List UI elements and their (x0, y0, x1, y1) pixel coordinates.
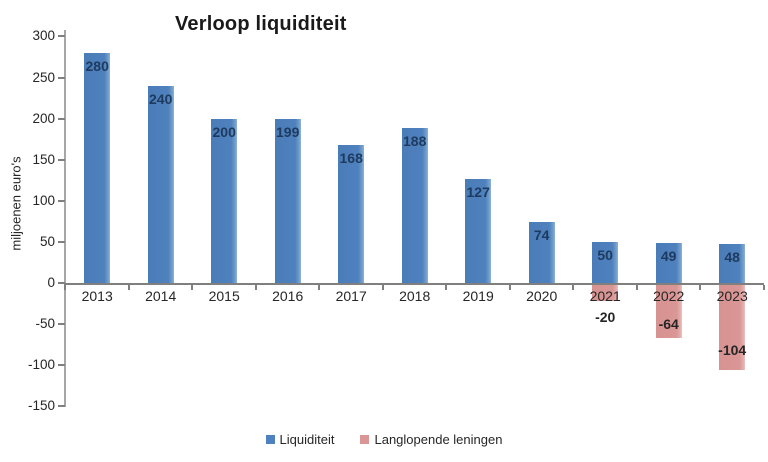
bar-liquiditeit-2023 (719, 243, 746, 283)
bar-value-label: 168 (339, 149, 363, 166)
y-axis-tick (58, 158, 65, 161)
bar-value-label: 200 (212, 123, 236, 140)
chart-title: Verloop liquiditeit (175, 13, 347, 35)
x-axis-tick (445, 285, 448, 290)
bar-value-label: 49 (660, 247, 677, 264)
y-axis-line (64, 30, 66, 407)
x-axis-category-label: 2018 (399, 288, 431, 304)
legend-label-liquiditeit: Liquiditeit (279, 431, 335, 447)
chart-legend: Liquiditeit Langlopende leningen (0, 430, 768, 448)
y-axis-tick-label: 300 (32, 28, 55, 44)
x-axis-tick (64, 285, 67, 290)
y-axis-tick-label: 200 (32, 110, 55, 126)
legend-item-liquiditeit: Liquiditeit (265, 431, 335, 447)
x-axis-category-label: 2020 (526, 288, 558, 304)
x-axis-category-label: 2023 (716, 288, 748, 304)
legend-swatch-liquiditeit-icon (265, 434, 275, 444)
x-axis-tick (635, 285, 638, 290)
y-axis-tick-label: 150 (32, 151, 55, 167)
x-axis-category-label: 2016 (272, 288, 304, 304)
bar-value-label: 127 (466, 183, 490, 200)
y-axis-tick (58, 323, 65, 326)
bar-value-label: 48 (724, 248, 740, 265)
x-axis-line (64, 283, 764, 285)
y-axis-tick (58, 405, 65, 408)
bar-liquiditeit-2016 (274, 119, 301, 283)
y-axis-tick-label: -150 (27, 398, 55, 414)
bar-langlopende-leningen-2023 (719, 285, 746, 371)
bar-value-label: -104 (718, 342, 747, 359)
bar-value-label: 240 (149, 90, 173, 107)
legend-item-langlopende-leningen: Langlopende leningen (360, 432, 502, 447)
y-axis-tick-label: 50 (39, 233, 55, 249)
bar-liquiditeit-2014 (147, 85, 174, 283)
y-axis-tick-label: -100 (27, 357, 55, 373)
bar-value-label: -64 (658, 316, 679, 333)
x-axis-category-label: 2013 (81, 288, 113, 304)
x-axis-category-label: 2014 (145, 288, 177, 304)
x-axis-tick (381, 285, 384, 290)
bar-value-label: 188 (403, 133, 427, 150)
bar-liquiditeit-2019 (465, 178, 492, 283)
bar-value-label: -20 (595, 309, 616, 326)
bar-value-label: 50 (597, 246, 613, 263)
legend-swatch-langlopende-leningen-icon (360, 434, 370, 444)
x-axis-category-label: 2019 (462, 288, 494, 304)
x-axis-category-label: 2017 (335, 288, 367, 304)
y-axis-tick-label: 250 (32, 69, 55, 85)
x-axis-tick (191, 285, 194, 290)
y-axis-tick (58, 364, 65, 367)
bar-liquiditeit-2015 (211, 118, 238, 283)
y-axis-tick (58, 199, 65, 202)
bar-liquiditeit-2021 (592, 241, 619, 283)
x-axis-tick (508, 285, 511, 290)
x-axis-category-label: 2022 (653, 288, 685, 304)
legend-label-langlopende-leningen: Langlopende leningen (374, 431, 503, 447)
y-axis-tick (58, 76, 65, 79)
y-axis-tick (58, 117, 65, 120)
bar-liquiditeit-2017 (338, 144, 365, 283)
y-axis-tick-label: 0 (47, 275, 55, 290)
y-axis-tick-label: 100 (32, 192, 55, 208)
x-axis-category-label: 2015 (208, 288, 240, 304)
x-axis-tick (127, 285, 130, 290)
bar-value-label: 199 (276, 124, 300, 141)
bar-value-label: 74 (533, 227, 550, 244)
bar-liquiditeit-2018 (401, 128, 428, 283)
x-axis-tick (254, 285, 257, 290)
x-axis-category-label: 2021 (589, 288, 621, 304)
bar-liquiditeit-2013 (84, 52, 111, 283)
bar-value-label: 280 (85, 57, 109, 74)
y-axis-tick (58, 240, 65, 243)
bar-langlopende-leningen-2022 (655, 285, 682, 338)
y-axis-tick-label: -50 (35, 316, 55, 332)
x-axis-tick (762, 285, 765, 290)
y-axis-tick (58, 35, 65, 38)
bar-liquiditeit-2022 (655, 242, 682, 283)
y-axis-tick (58, 282, 65, 284)
x-axis-tick (699, 285, 702, 290)
bar-liquiditeit-2020 (528, 222, 555, 283)
x-axis-tick (572, 285, 575, 290)
bar-langlopende-leningen-2021 (592, 285, 619, 302)
x-axis-tick (318, 285, 321, 290)
